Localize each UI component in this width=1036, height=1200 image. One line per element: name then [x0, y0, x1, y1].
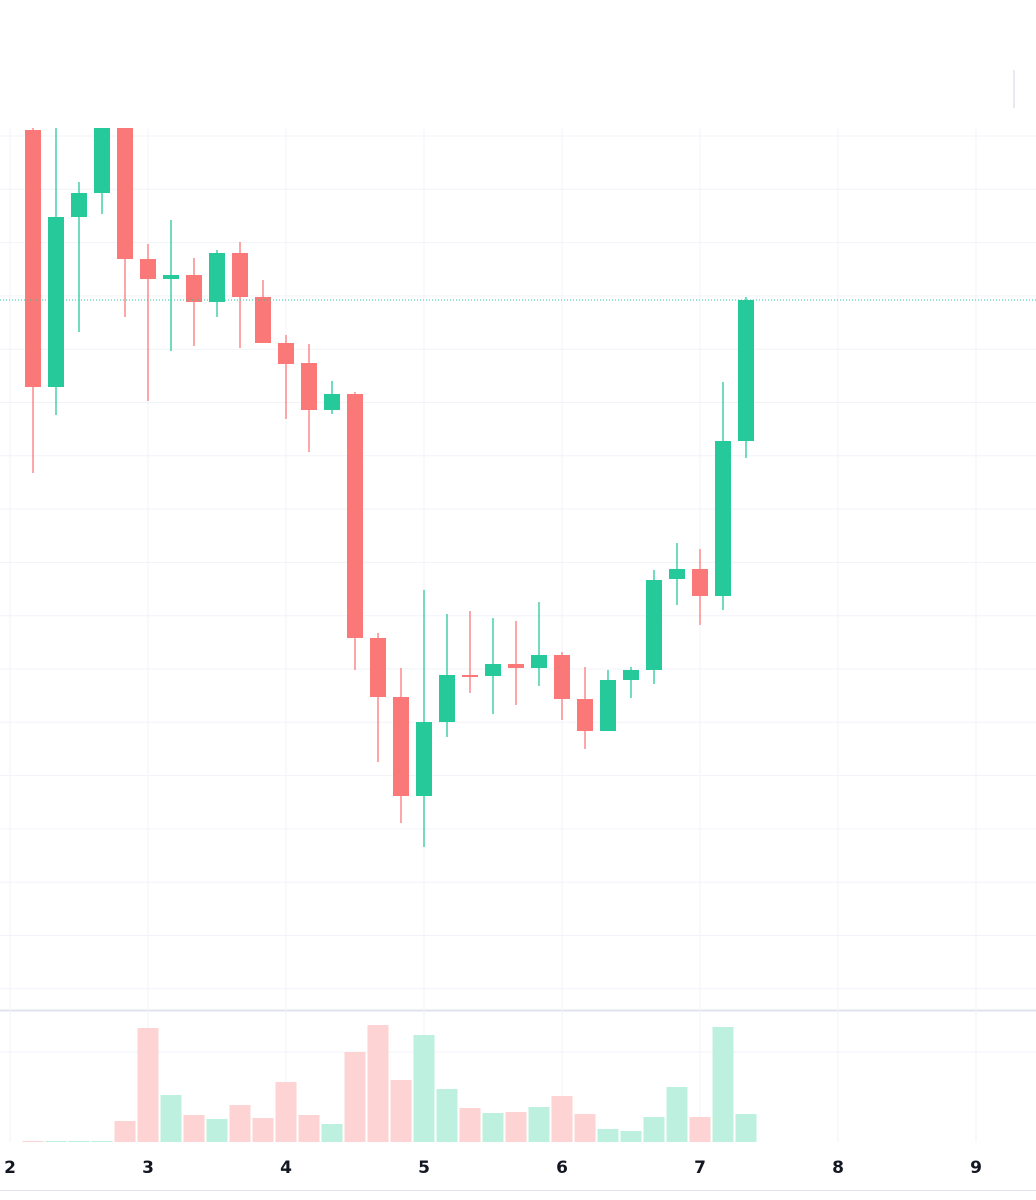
volume-bar — [114, 1121, 136, 1142]
volume-bar — [597, 1129, 619, 1142]
candle-body — [599, 680, 616, 731]
volume-bar — [367, 1025, 389, 1142]
candle-body — [347, 394, 364, 638]
x-tick-label: 4 — [280, 1158, 292, 1178]
volume-bar — [183, 1115, 205, 1142]
volume-pane — [22, 1025, 757, 1142]
volume-bar — [551, 1096, 573, 1142]
candle-body — [668, 569, 685, 579]
volume-bar — [45, 1141, 67, 1142]
candle-body — [278, 343, 295, 364]
candle-body — [439, 675, 456, 722]
candle-body — [530, 655, 547, 668]
candle-body — [140, 259, 157, 279]
volume-bar — [160, 1095, 182, 1142]
volume-bar — [206, 1119, 228, 1142]
candle-body — [623, 670, 640, 680]
candle-body — [577, 699, 594, 731]
candle-body — [370, 638, 387, 697]
volume-bar — [574, 1114, 596, 1142]
volume-bar — [390, 1080, 412, 1142]
volume-bar — [229, 1105, 251, 1142]
volume-bar — [321, 1124, 343, 1142]
volume-bar — [275, 1082, 297, 1142]
x-tick-label: 3 — [142, 1158, 154, 1178]
volume-bar — [643, 1117, 665, 1142]
candle-body — [554, 655, 571, 699]
candle-body — [116, 128, 133, 259]
candle-body — [185, 275, 202, 302]
x-tick-label: 8 — [832, 1158, 844, 1178]
candle-body — [715, 441, 732, 596]
volume-bar — [91, 1141, 113, 1142]
candle-body — [301, 363, 318, 410]
candle-body — [163, 275, 180, 279]
candle-body — [392, 697, 409, 796]
volume-bar — [298, 1115, 320, 1142]
x-tick-label: 5 — [418, 1158, 430, 1178]
volume-bar — [436, 1089, 458, 1142]
candle-body — [508, 664, 525, 668]
price-pane — [0, 128, 1036, 847]
volume-bar — [735, 1114, 757, 1142]
candle-body — [646, 580, 663, 670]
x-tick-label: 7 — [694, 1158, 706, 1178]
volume-bar — [712, 1027, 734, 1142]
candle-body — [461, 675, 478, 677]
volume-bar — [137, 1028, 159, 1142]
volume-bar — [413, 1035, 435, 1142]
volume-bar — [344, 1052, 366, 1142]
candle-body — [71, 193, 88, 217]
x-tick-label: 2 — [4, 1158, 16, 1178]
volume-bar — [528, 1107, 550, 1142]
candle-body — [416, 722, 433, 796]
volume-bar — [689, 1117, 711, 1142]
volume-bar — [22, 1141, 44, 1142]
candle-body — [485, 664, 502, 676]
candle-body — [25, 130, 42, 387]
candle-body — [323, 394, 340, 410]
volume-bar — [459, 1108, 481, 1142]
candle-body — [232, 253, 249, 297]
volume-bar — [620, 1131, 642, 1142]
candle-body — [48, 217, 64, 387]
candle-body — [692, 569, 708, 596]
x-tick-label: 9 — [970, 1158, 982, 1178]
candle-body — [94, 128, 111, 193]
x-axis: 2 3 4 5 6 7 8 9 — [4, 1158, 982, 1178]
volume-bar — [666, 1087, 688, 1142]
volume-bar — [505, 1112, 527, 1142]
grid — [0, 128, 1036, 1142]
volume-bar — [252, 1118, 274, 1142]
candle-body — [209, 253, 226, 302]
candle-body — [737, 300, 754, 441]
volume-bar — [482, 1113, 504, 1142]
x-tick-label: 6 — [556, 1158, 568, 1178]
candle-body — [254, 297, 271, 343]
volume-bar — [68, 1141, 90, 1142]
